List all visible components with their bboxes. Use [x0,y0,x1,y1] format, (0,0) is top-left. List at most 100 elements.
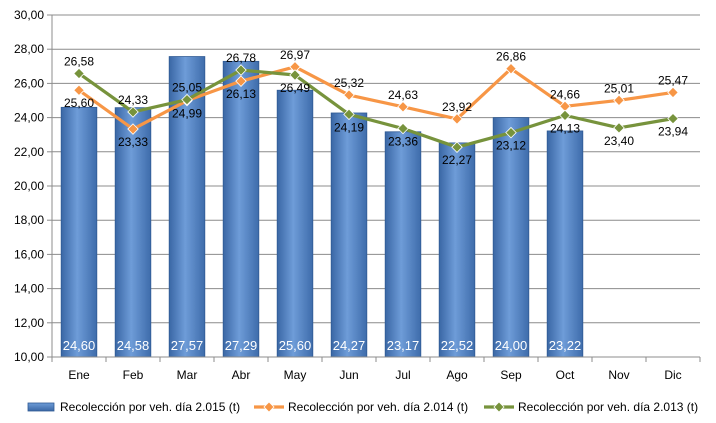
bar [114,107,152,358]
line-series [73,61,679,153]
line-marker [559,109,571,122]
y-tick-label: 28,00 [14,42,44,56]
bar-value-label: 25,60 [279,338,312,353]
line-marker [613,122,625,134]
y-tick-label: 20,00 [14,179,44,193]
line-value-label: 24,19 [334,120,364,134]
y-tick-label: 10,00 [14,350,44,364]
line-value-label: 25,32 [334,76,364,90]
y-axis-tick-labels: 10,00 12,00 14,00 16,00 18,00 20,00 22,00 24,00… [14,8,44,364]
line-marker [235,75,247,87]
y-tick-label: 24,00 [14,111,44,125]
x-tick-label: Sep [500,368,522,382]
bar-value-label: 24,58 [117,338,150,353]
series-line [78,65,674,131]
legend-label: Recolección por veh. día 2.013 (t) [518,400,698,414]
line-value-label: 23,92 [442,100,472,114]
line-marker [343,89,355,101]
data-labels: 24,60 24,58 27,57 27,29 25,60 24,27 23,17 22,52… [63,48,689,353]
line-marker [397,101,409,113]
x-tick-label: Jul [395,368,410,382]
line-value-label: 23,12 [496,139,526,153]
line-marker [451,141,463,153]
line-marker [505,126,517,139]
line-value-label: 26,58 [64,54,94,68]
gridlines [52,14,700,324]
x-tick-label: Mar [177,368,198,382]
bar-value-label: 23,22 [549,338,582,353]
line-value-label: 26,97 [280,48,310,62]
bar-value-label: 24,00 [495,338,528,353]
line-value-label: 26,13 [226,87,256,101]
bar-value-label: 24,60 [63,338,96,353]
legend-label: Recolección por veh. día 2.015 (t) [60,400,240,414]
line-value-label: 23,94 [658,125,688,139]
line-value-label: 24,66 [550,87,580,101]
line-marker [127,106,139,118]
bar-value-label: 27,29 [225,338,258,353]
line-value-label: 24,63 [388,88,418,102]
bar [60,106,98,358]
line-value-label: 22,27 [442,153,472,167]
line-marker [667,86,679,99]
line-marker [667,112,679,125]
line-value-label: 25,47 [658,73,688,87]
bar [330,112,368,358]
line-value-label: 25,05 [172,81,202,95]
bar [492,117,530,358]
bar-value-label: 23,17 [387,338,420,353]
legend-swatch-bar [27,402,55,412]
bar-value-label: 27,57 [171,338,204,353]
legend-label: Recolección por veh. día 2.014 (t) [288,400,468,414]
x-tick-label: Ene [68,368,90,382]
y-tick-label: 14,00 [14,282,44,296]
line-value-label: 26,86 [496,50,526,64]
line-value-label: 25,01 [604,81,634,95]
line-value-label: 23,40 [604,134,634,148]
x-tick-label: Jun [339,368,358,382]
bar [222,60,260,358]
line-marker [451,113,463,125]
series-line [78,68,674,149]
line-marker [613,94,625,107]
line-marker [73,84,85,97]
line-marker [289,69,301,81]
line-value-label: 23,36 [388,135,418,149]
y-tick-label: 16,00 [14,247,44,261]
x-tick-label: Dic [664,368,681,382]
x-tick-label: Oct [556,368,575,382]
bar [276,89,314,358]
bar [546,130,584,358]
line-marker [343,108,355,121]
x-tick-label: Feb [123,368,144,382]
x-tick-label: Abr [232,368,251,382]
line-marker [127,123,139,135]
line-value-label: 24,13 [550,121,580,135]
y-tick-label: 26,00 [14,76,44,90]
bar-value-label: 22,52 [441,338,474,353]
line-marker [505,62,517,75]
line-value-label: 24,33 [118,93,148,107]
x-axis-tick-labels: Ene Feb Mar Abr May Jun Jul Ago Sep Oct Nov Dic [68,368,681,382]
legend-swatch-marker [493,401,505,413]
y-tick-label: 12,00 [14,316,44,330]
line-marker [397,122,409,135]
x-tick-label: Ago [446,368,468,382]
y-tick-label: 18,00 [14,213,44,227]
x-tick-label: May [284,368,307,382]
bar-value-label: 24,27 [333,338,366,353]
line-marker [73,67,85,80]
line-value-label: 23,33 [118,135,148,149]
line-marker [235,64,247,76]
line-value-label: 26,49 [280,81,310,95]
line-value-label: 26,78 [226,51,256,65]
legend: Recolección por veh. día 2.015 (t) Recole… [27,400,698,414]
bar [438,142,476,358]
line-value-label: 24,99 [172,107,202,121]
line-marker [181,93,193,106]
line-value-label: 25,60 [64,96,94,110]
y-tick-label: 30,00 [14,8,44,22]
legend-swatch-marker [263,401,275,413]
